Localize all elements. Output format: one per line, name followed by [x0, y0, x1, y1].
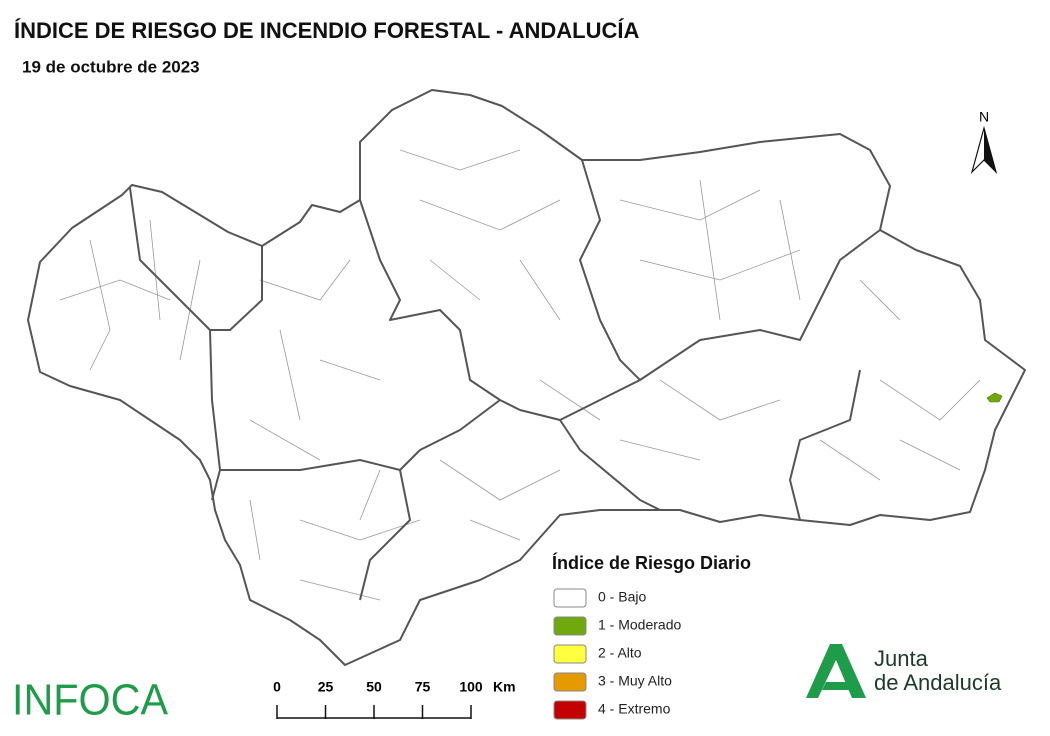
legend-label: 2 - Alto — [598, 645, 642, 661]
legend-swatch — [553, 644, 587, 664]
junta-text: Junta — [874, 646, 929, 671]
title: ÍNDICE DE RIESGO DE INCENDIO FORESTAL - … — [14, 18, 640, 43]
scale-label: 100 — [459, 679, 483, 695]
legend-swatch — [553, 700, 587, 720]
scale-bar: 0 25 50 75 100 Km — [273, 679, 516, 719]
junta-logo: Junta de Andalucía — [806, 644, 1002, 698]
legend-label: 1 - Moderado — [598, 617, 681, 633]
north-arrow: N — [970, 109, 998, 175]
scale-label: 25 — [318, 679, 334, 695]
legend-label: 3 - Muy Alto — [598, 673, 672, 689]
legend-label: 0 - Bajo — [598, 589, 646, 605]
junta-text: de Andalucía — [874, 670, 1002, 695]
legend-swatch — [553, 672, 587, 692]
legend-label: 4 - Extremo — [598, 701, 671, 717]
risk-area — [986, 392, 1003, 403]
map — [27, 89, 1026, 666]
legend: Índice de Riesgo Diario 0 - Bajo 1 - Mode… — [552, 552, 751, 720]
province-borders — [129, 159, 881, 601]
north-label: N — [979, 109, 989, 125]
infoca-logo: INFOCA — [12, 676, 169, 725]
scale-label: 0 — [273, 679, 281, 695]
region-outline — [27, 89, 1026, 666]
date: 19 de octubre de 2023 — [22, 57, 200, 76]
legend-swatch — [553, 616, 587, 636]
scale-label: 50 — [366, 679, 382, 695]
legend-swatch — [553, 588, 587, 608]
scale-unit: Km — [493, 679, 516, 695]
legend-title: Índice de Riesgo Diario — [552, 552, 751, 573]
scale-label: 75 — [415, 679, 431, 695]
